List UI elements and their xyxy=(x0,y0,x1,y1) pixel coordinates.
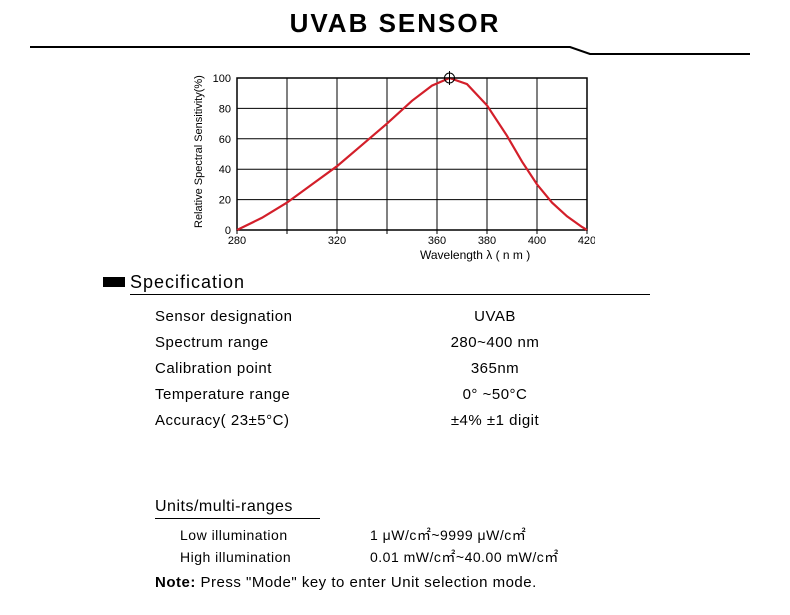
svg-text:280: 280 xyxy=(228,235,246,247)
spec-row: Sensor designationUVAB xyxy=(155,304,595,330)
note-text: Press "Mode" key to enter Unit selection… xyxy=(196,574,537,591)
svg-text:320: 320 xyxy=(328,235,346,247)
spec-header: Specification xyxy=(130,272,245,293)
units-header: Units/multi-ranges xyxy=(155,498,293,516)
spec-value: 0° ~50°C xyxy=(395,382,595,408)
svg-text:380: 380 xyxy=(478,235,496,247)
spec-row: Calibration point365nm xyxy=(155,356,595,382)
svg-text:100: 100 xyxy=(213,73,231,85)
sensitivity-chart: 020406080100280320360380400420 xyxy=(195,60,595,280)
svg-text:40: 40 xyxy=(219,164,231,176)
svg-text:60: 60 xyxy=(219,134,231,146)
units-value: 1 μW/c㎡~9999 μW/c㎡ xyxy=(370,524,650,546)
svg-text:80: 80 xyxy=(219,103,231,115)
page-title: UVAB SENSOR xyxy=(0,8,790,39)
units-label: Low illumination xyxy=(180,524,370,546)
units-table: Low illumination1 μW/c㎡~9999 μW/c㎡High i… xyxy=(180,524,650,568)
title-underline xyxy=(30,44,750,56)
units-row: High illumination0.01 mW/c㎡~40.00 mW/c㎡ xyxy=(180,546,650,568)
mode-note: Note: Press "Mode" key to enter Unit sel… xyxy=(155,574,537,591)
spec-label: Sensor designation xyxy=(155,304,395,330)
chart-ylabel: Relative Spectral Sensitivity(%) xyxy=(193,75,205,228)
spec-header-bar xyxy=(103,277,125,287)
svg-text:360: 360 xyxy=(428,235,446,247)
svg-text:420: 420 xyxy=(578,235,595,247)
spec-row: Spectrum range280~400 nm xyxy=(155,330,595,356)
spec-value: UVAB xyxy=(395,304,595,330)
spec-value: 365nm xyxy=(395,356,595,382)
spec-label: Calibration point xyxy=(155,356,395,382)
spec-underline xyxy=(130,294,650,295)
units-value: 0.01 mW/c㎡~40.00 mW/c㎡ xyxy=(370,546,650,568)
note-prefix: Note: xyxy=(155,574,196,591)
chart-xlabel: Wavelength λ ( n m ) xyxy=(420,248,530,262)
spec-row: Temperature range0° ~50°C xyxy=(155,382,595,408)
spec-table: Sensor designationUVABSpectrum range280~… xyxy=(155,304,595,434)
units-label: High illumination xyxy=(180,546,370,568)
units-underline xyxy=(155,518,320,519)
spec-value: 280~400 nm xyxy=(395,330,595,356)
svg-text:20: 20 xyxy=(219,195,231,207)
svg-text:400: 400 xyxy=(528,235,546,247)
spec-value: ±4% ±1 digit xyxy=(395,408,595,434)
units-row: Low illumination1 μW/c㎡~9999 μW/c㎡ xyxy=(180,524,650,546)
spec-label: Accuracy( 23±5°C) xyxy=(155,408,395,434)
spec-row: Accuracy( 23±5°C)±4% ±1 digit xyxy=(155,408,595,434)
spec-label: Temperature range xyxy=(155,382,395,408)
spec-label: Spectrum range xyxy=(155,330,395,356)
